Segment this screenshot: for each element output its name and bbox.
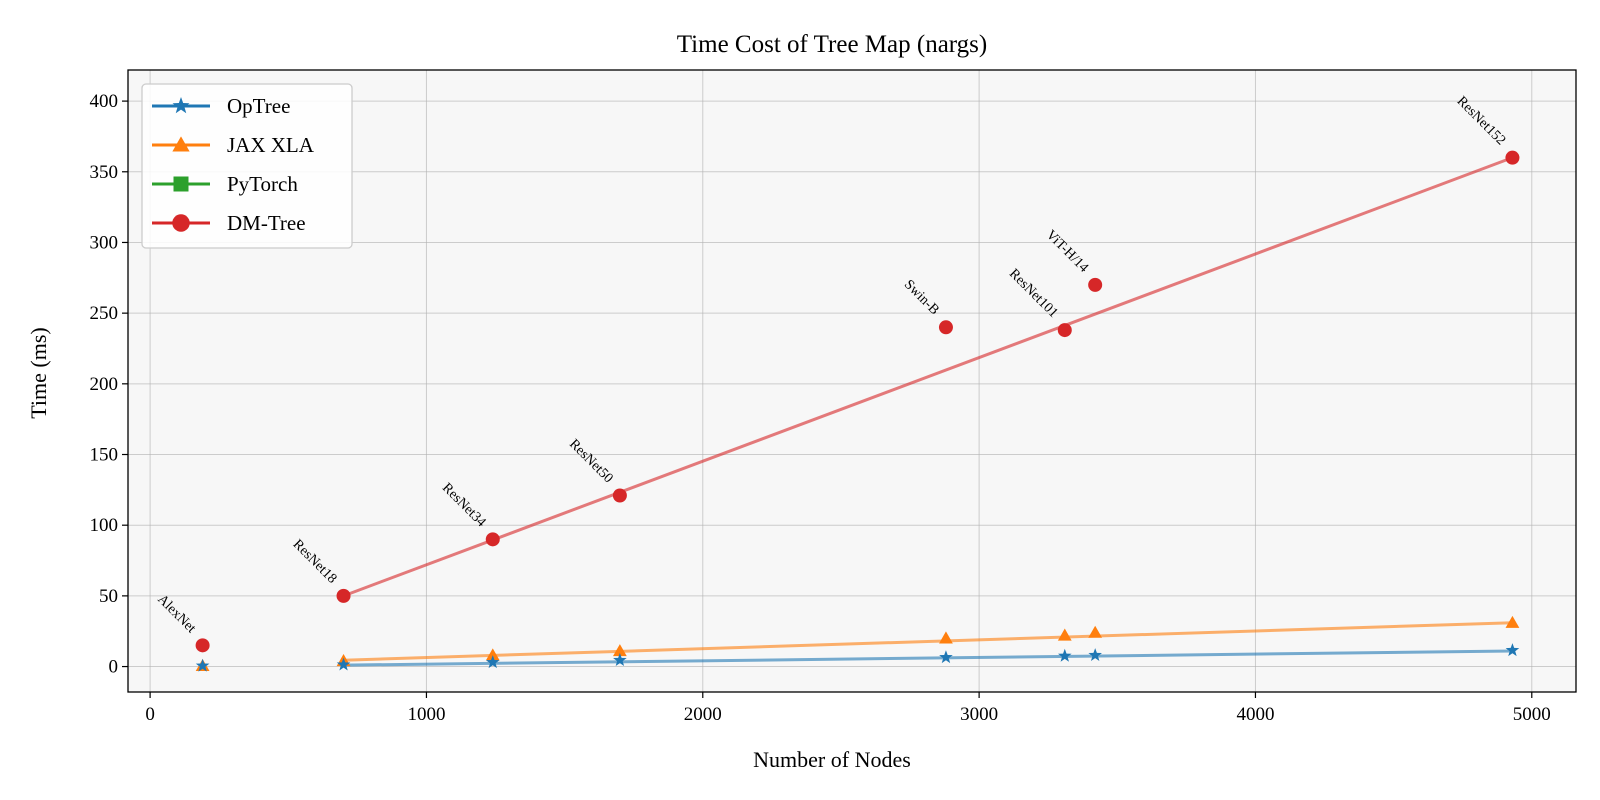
data-point xyxy=(336,657,351,671)
x-tick-label: 2000 xyxy=(684,704,722,725)
trend-line xyxy=(343,156,1513,598)
plot-background xyxy=(128,70,1576,692)
y-tick-label: 350 xyxy=(90,162,119,183)
y-tick-label: 100 xyxy=(90,515,119,536)
data-point xyxy=(1088,625,1103,638)
plot-area: 0 1000 2000 3000 4000 5000 0 50 100 150 200 250 300 3… xyxy=(90,69,1577,725)
data-point xyxy=(195,658,210,672)
data-point xyxy=(336,588,351,603)
x-tick-label: 5000 xyxy=(1513,704,1551,725)
legend: OpTree JAX XLA PyTorch DM-Tree xyxy=(141,83,353,249)
legend-marker xyxy=(173,176,189,192)
data-point xyxy=(939,650,953,664)
x-tick-label: 4000 xyxy=(1236,704,1274,725)
chart-title: Time Cost of Tree Map (nargs) xyxy=(677,31,987,58)
data-point xyxy=(485,655,500,669)
legend-entry: PyTorch xyxy=(227,172,298,196)
y-tick-label: 300 xyxy=(90,232,119,253)
data-point xyxy=(1505,643,1520,657)
y-tick-label: 250 xyxy=(90,303,119,324)
legend-box xyxy=(141,83,353,249)
trend-line xyxy=(343,649,1513,667)
y-tick-label: 150 xyxy=(90,445,119,466)
y-axis-label: Time (ms) xyxy=(26,327,51,418)
data-point xyxy=(1057,628,1072,641)
data-point xyxy=(1505,615,1520,628)
data-point xyxy=(938,320,953,335)
data-point xyxy=(612,644,627,657)
legend-entry: DM-Tree xyxy=(227,211,306,235)
data-point xyxy=(939,631,953,644)
y-tick-label: 200 xyxy=(90,374,119,395)
x-tick-label: 0 xyxy=(145,704,155,725)
legend-marker xyxy=(172,136,190,152)
data-point xyxy=(1088,277,1103,292)
data-point xyxy=(1088,648,1102,662)
legend-marker xyxy=(172,97,190,114)
legend-entry: OpTree xyxy=(227,94,290,118)
data-point xyxy=(1057,323,1072,338)
x-tick-label: 3000 xyxy=(960,704,998,725)
data-point xyxy=(485,532,500,547)
y-tick-label: 50 xyxy=(99,586,118,607)
x-axis-label: Number of Nodes xyxy=(753,747,911,772)
data-point xyxy=(612,488,627,503)
data-point xyxy=(613,653,627,666)
plot-frame xyxy=(127,69,1577,693)
x-tick-label: 1000 xyxy=(407,704,445,725)
data-point xyxy=(485,648,500,661)
data-point xyxy=(1505,150,1520,165)
legend-marker xyxy=(172,214,190,232)
trend-line xyxy=(343,621,1513,662)
y-tick-label: 400 xyxy=(90,91,119,112)
legend-entry: JAX XLA xyxy=(227,133,315,157)
data-point xyxy=(195,638,210,653)
y-tick-label: 0 xyxy=(109,657,119,678)
data-point xyxy=(1057,648,1072,662)
